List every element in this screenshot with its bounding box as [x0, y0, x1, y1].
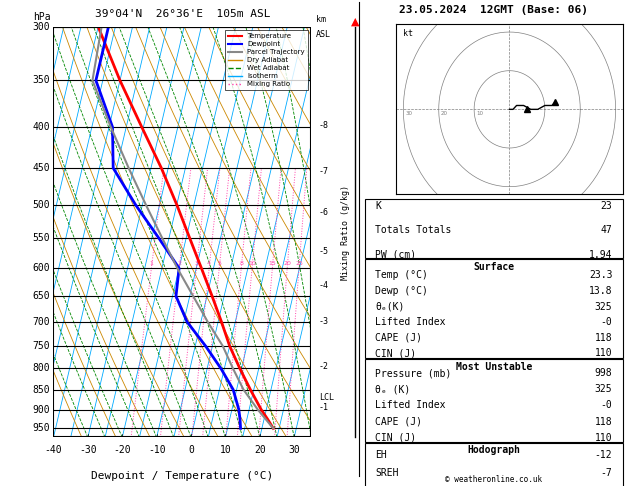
- Text: 900: 900: [33, 404, 50, 415]
- Text: 10: 10: [476, 111, 483, 116]
- Text: 47: 47: [601, 226, 613, 235]
- Text: -8: -8: [319, 121, 329, 130]
- Text: 39°04'N  26°36'E  105m ASL: 39°04'N 26°36'E 105m ASL: [94, 9, 270, 19]
- Text: 30: 30: [288, 445, 300, 455]
- Text: 110: 110: [595, 348, 613, 358]
- Text: -12: -12: [595, 450, 613, 460]
- Text: -0: -0: [601, 400, 613, 410]
- Text: -5: -5: [319, 247, 329, 256]
- Text: 850: 850: [33, 384, 50, 395]
- Text: 998: 998: [595, 368, 613, 378]
- Text: 118: 118: [595, 332, 613, 343]
- Text: 23.3: 23.3: [589, 271, 613, 280]
- Text: Dewpoint / Temperature (°C): Dewpoint / Temperature (°C): [91, 471, 274, 481]
- Text: 25: 25: [295, 261, 303, 266]
- Text: ASL: ASL: [316, 30, 331, 39]
- Text: θₑ(K): θₑ(K): [375, 302, 404, 312]
- Text: 110: 110: [595, 433, 613, 443]
- Text: 20: 20: [283, 261, 291, 266]
- Text: 650: 650: [33, 291, 50, 301]
- Text: 15: 15: [269, 261, 276, 266]
- Text: -7: -7: [319, 167, 329, 176]
- Text: kt: kt: [403, 29, 413, 38]
- Text: -4: -4: [319, 281, 329, 290]
- Text: CAPE (J): CAPE (J): [375, 417, 422, 427]
- Text: 950: 950: [33, 423, 50, 434]
- Text: -3: -3: [319, 317, 329, 327]
- Text: 20: 20: [440, 111, 447, 116]
- Text: Pressure (mb): Pressure (mb): [375, 368, 452, 378]
- Text: 800: 800: [33, 364, 50, 373]
- Text: -30: -30: [79, 445, 97, 455]
- Text: Dewp (°C): Dewp (°C): [375, 286, 428, 296]
- Text: Mixing Ratio (g/kg): Mixing Ratio (g/kg): [342, 185, 350, 279]
- Text: -0: -0: [601, 317, 613, 327]
- Text: Totals Totals: Totals Totals: [375, 226, 452, 235]
- Text: 20: 20: [254, 445, 265, 455]
- Text: 300: 300: [33, 22, 50, 32]
- Text: 1.94: 1.94: [589, 250, 613, 260]
- Text: 23.05.2024  12GMT (Base: 06): 23.05.2024 12GMT (Base: 06): [399, 5, 588, 15]
- Text: 5: 5: [217, 261, 221, 266]
- Text: -6: -6: [319, 208, 329, 217]
- Text: 23: 23: [601, 201, 613, 211]
- Text: 450: 450: [33, 163, 50, 173]
- Text: 750: 750: [33, 341, 50, 351]
- Text: hPa: hPa: [33, 12, 50, 22]
- Text: CAPE (J): CAPE (J): [375, 332, 422, 343]
- Text: 350: 350: [33, 75, 50, 86]
- Text: 1: 1: [150, 261, 153, 266]
- Text: 700: 700: [33, 317, 50, 327]
- Text: 2: 2: [177, 261, 181, 266]
- Text: Most Unstable: Most Unstable: [455, 362, 532, 372]
- Text: Lifted Index: Lifted Index: [375, 317, 445, 327]
- Text: -10: -10: [148, 445, 165, 455]
- Text: 4: 4: [207, 261, 211, 266]
- Text: 30: 30: [405, 111, 412, 116]
- Text: 325: 325: [595, 302, 613, 312]
- Text: Lifted Index: Lifted Index: [375, 400, 445, 410]
- Text: 10: 10: [248, 261, 256, 266]
- Text: PW (cm): PW (cm): [375, 250, 416, 260]
- Text: km: km: [316, 15, 326, 24]
- Text: 400: 400: [33, 122, 50, 132]
- Text: Temp (°C): Temp (°C): [375, 271, 428, 280]
- Text: -20: -20: [113, 445, 131, 455]
- Text: -1: -1: [319, 403, 329, 412]
- Text: 3: 3: [194, 261, 199, 266]
- Text: 8: 8: [239, 261, 243, 266]
- Text: 0: 0: [188, 445, 194, 455]
- Text: 550: 550: [33, 233, 50, 243]
- Text: © weatheronline.co.uk: © weatheronline.co.uk: [445, 474, 542, 484]
- Text: CIN (J): CIN (J): [375, 433, 416, 443]
- Text: 10: 10: [220, 445, 231, 455]
- Text: 13.8: 13.8: [589, 286, 613, 296]
- Text: -2: -2: [319, 362, 329, 371]
- Text: EH: EH: [375, 450, 387, 460]
- Text: 325: 325: [595, 384, 613, 394]
- Text: ▲: ▲: [351, 17, 360, 27]
- Text: K: K: [375, 201, 381, 211]
- Text: 600: 600: [33, 263, 50, 273]
- Text: -7: -7: [601, 468, 613, 478]
- Text: -40: -40: [45, 445, 62, 455]
- Text: θₑ (K): θₑ (K): [375, 384, 410, 394]
- Text: 500: 500: [33, 200, 50, 210]
- Text: CIN (J): CIN (J): [375, 348, 416, 358]
- Text: 118: 118: [595, 417, 613, 427]
- Legend: Temperature, Dewpoint, Parcel Trajectory, Dry Adiabat, Wet Adiabat, Isotherm, Mi: Temperature, Dewpoint, Parcel Trajectory…: [225, 30, 308, 90]
- Text: Surface: Surface: [473, 261, 515, 272]
- Text: Hodograph: Hodograph: [467, 445, 520, 455]
- Text: LCL: LCL: [319, 393, 334, 402]
- Text: SREH: SREH: [375, 468, 399, 478]
